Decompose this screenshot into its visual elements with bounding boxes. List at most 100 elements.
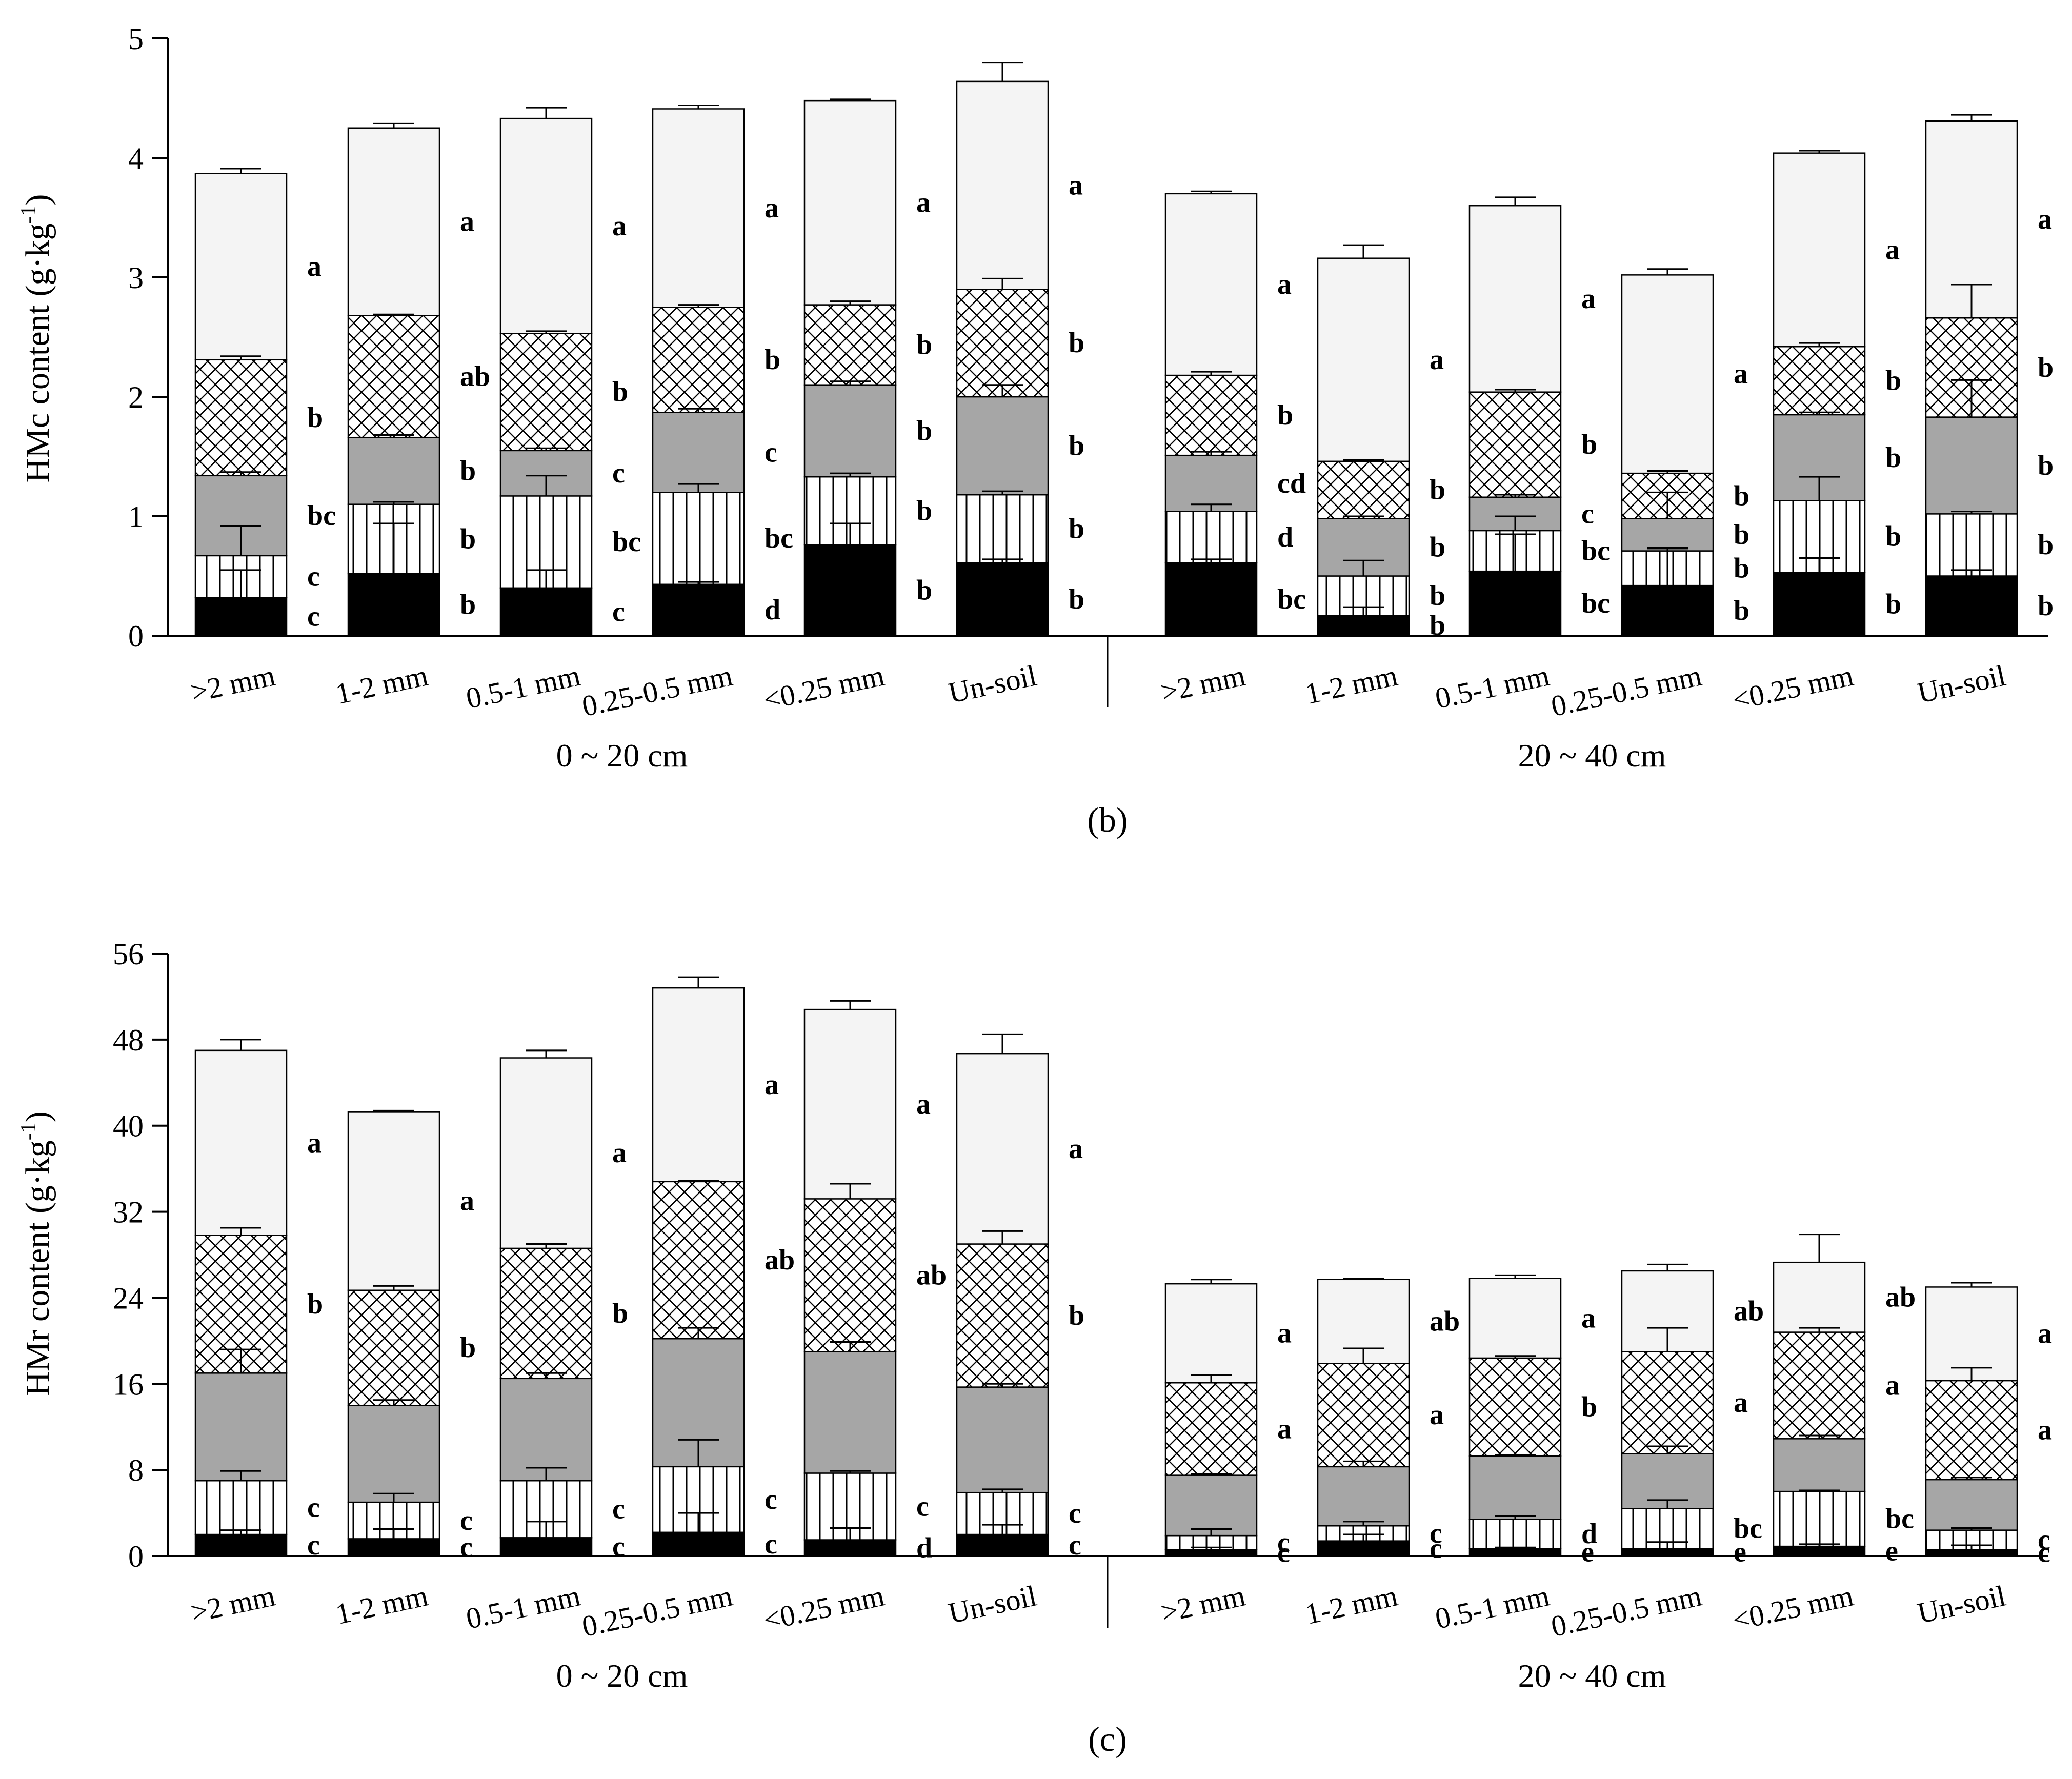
significance-letter: bc [1581,588,1610,619]
group-labels: 0 ~ 20 cm 20 ~ 40 cm [556,737,1666,774]
significance-letter: ab [1734,1296,1764,1327]
stacked-bar: bc bc c b a [1468,196,1610,637]
significance-letter: c [1430,1518,1442,1549]
significance-letter: e [1885,1535,1898,1567]
significance-letter: c [1277,1537,1290,1569]
third-segment [194,1372,288,1482]
second-segment [1164,511,1258,564]
significance-letter: b [1885,365,1901,397]
significance-letter: a [307,251,321,282]
fourth-segment [1925,1380,2018,1481]
significance-letter: c [612,596,625,628]
group-label: 0 ~ 20 cm [556,1657,688,1694]
significance-letter: a [1581,1302,1596,1334]
y-axis-title-superscript: -1 [17,1122,41,1140]
stacked-bar: cc b a [956,1033,1084,1561]
y-tick-label: 0 [128,619,144,653]
top-segment [956,80,1049,290]
third-segment [347,1405,440,1503]
significance-letter: a [612,210,627,242]
significance-letter: ab [916,1259,947,1291]
y-axis-ticks: 0 1 2 3 4 5 [128,22,168,653]
x-tick-label: <0.25 mm [1729,1579,1856,1637]
x-tick-label: 1-2 mm [333,1579,431,1631]
fourth-segment [1164,374,1258,456]
third-segment [347,436,440,505]
significance-letter: ab [1885,1281,1916,1313]
significance-letter: c [307,1529,320,1561]
significance-letter: a [1069,170,1083,201]
significance-letter: b [916,329,932,361]
significance-letter: b [1069,513,1084,544]
x-tick-label: 0.5-1 mm [1432,659,1552,715]
significance-letter: e [1581,1537,1594,1568]
bottom-segment [1773,1545,1866,1557]
significance-letter: a [1885,234,1900,266]
significance-letter: b [1430,532,1445,563]
stacked-bar: cc b a [194,1039,323,1561]
stacked-bar: cc b a [499,1049,628,1563]
y-tick-label: 2 [128,380,144,414]
stacked-bar: cc a ab [1317,1278,1460,1564]
y-tick-label: 40 [113,1109,144,1143]
third-segment [956,396,1049,496]
y-axis-title-superscript: -1 [17,206,41,224]
significance-letter: b [1069,430,1084,462]
top-segment [1925,1286,2018,1382]
top-segment [1773,152,1866,348]
x-tick-label: 0.25-0.5 mm [579,659,735,723]
x-tick-label: 1-2 mm [1302,659,1401,711]
significance-letter: a [1430,344,1444,376]
significance-letter: a [916,1088,931,1120]
significance-letter: c [612,1493,625,1525]
significance-letter: bc [1277,583,1306,615]
third-segment [1773,1438,1866,1492]
significance-letter: e [1734,1537,1746,1568]
significance-letter: a [1581,283,1596,315]
fourth-segment [1317,460,1410,519]
x-tick-label: 0.5-1 mm [463,1579,583,1635]
fourth-segment [194,359,288,477]
bottom-segment [956,1533,1049,1557]
x-tick-label: 0.5-1 mm [1432,1579,1552,1635]
significance-letter: b [1734,480,1749,512]
stacked-bar: cc a a [1925,1282,2052,1569]
stacked-bar: cc b a [347,1109,476,1563]
top-segment [499,1057,593,1249]
top-segment [803,1008,897,1200]
significance-letter: b [1069,583,1084,615]
significance-letter: a [1734,1387,1748,1419]
top-segment [194,173,288,361]
second-segment [1468,1519,1562,1549]
x-axis-tick-labels: >2 mm 1-2 mm 0.5-1 mm0.25-0.5 mm <0.25 mm Un… [188,1579,2008,1644]
bottom-segment [1468,1548,1562,1557]
third-segment [1317,518,1410,577]
significance-letter: b [2038,590,2054,622]
significance-letter: c [307,1492,320,1524]
significance-letter: b [1734,595,1749,626]
third-segment [1468,1455,1562,1520]
y-axis-title-end: ) [19,1111,56,1122]
significance-letter: b [765,344,780,376]
significance-letter: d [1277,521,1293,553]
group-label: 0 ~ 20 cm [556,737,688,774]
y-axis-ticks: 0 8 16 24 32 40 48 56 [113,937,168,1573]
top-segment [499,117,593,334]
bottom-segment [803,1539,897,1557]
group-labels: 0 ~ 20 cm 20 ~ 40 cm [556,1657,1666,1694]
significance-letter: ab [460,360,490,392]
significance-letter: a [1430,1399,1444,1431]
x-tick-label: Un-soil [946,659,1040,710]
third-segment [1925,416,2018,515]
group-label: 20 ~ 40 cm [1518,1657,1666,1694]
fourth-segment [347,1289,440,1406]
significance-letter: a [1069,1133,1083,1165]
significance-letter: a [2038,1414,2052,1446]
significance-letter: c [612,457,625,489]
top-segment [347,127,440,316]
bottom-segment [803,544,897,637]
second-segment [194,1480,288,1535]
